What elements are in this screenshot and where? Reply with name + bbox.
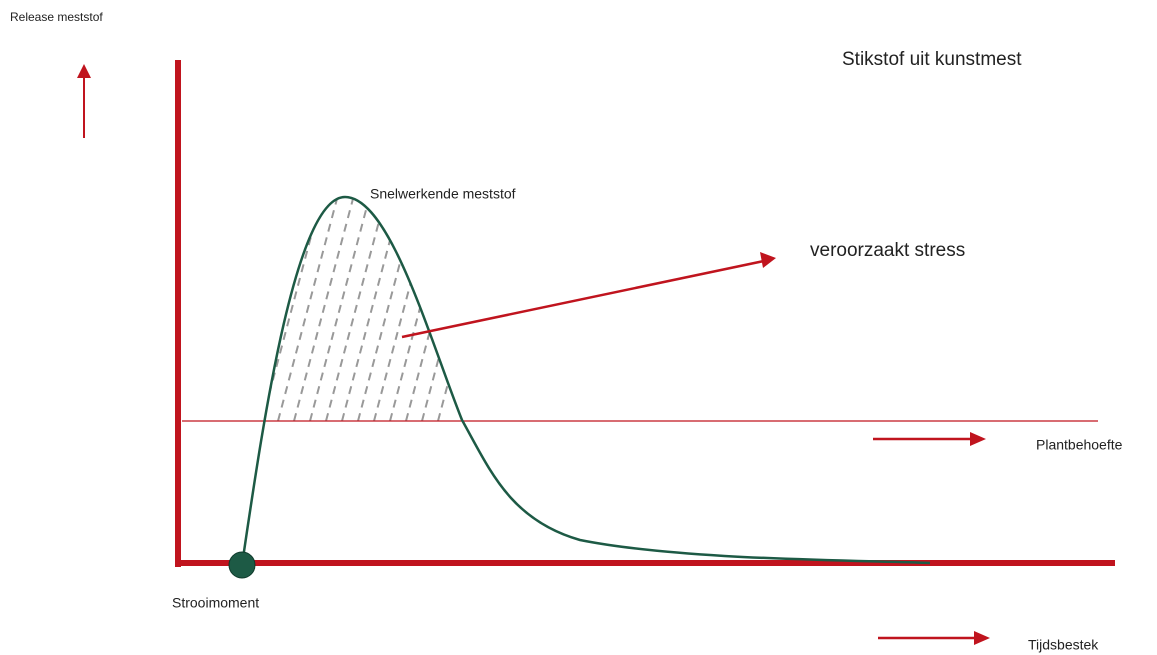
start-label: Strooimoment (172, 595, 259, 611)
stress-arrow (401, 259, 765, 339)
need-label: Plantbehoefte (1036, 437, 1123, 453)
need-arrow-head (970, 432, 986, 446)
time-label: Tijdsbestek (1028, 637, 1099, 653)
hatch (261, 197, 462, 421)
stress-arrow-head (760, 252, 776, 268)
time-arrow-head (974, 631, 990, 645)
start-dot (228, 551, 256, 579)
up-arrow-head (77, 64, 91, 78)
title: Stikstof uit kunstmest (842, 49, 1022, 70)
release-curve (240, 195, 931, 566)
peak-label: Snelwerkende meststof (370, 186, 516, 202)
y-axis-label: Release meststof (10, 10, 103, 24)
stress-label: veroorzaakt stress (810, 240, 965, 261)
